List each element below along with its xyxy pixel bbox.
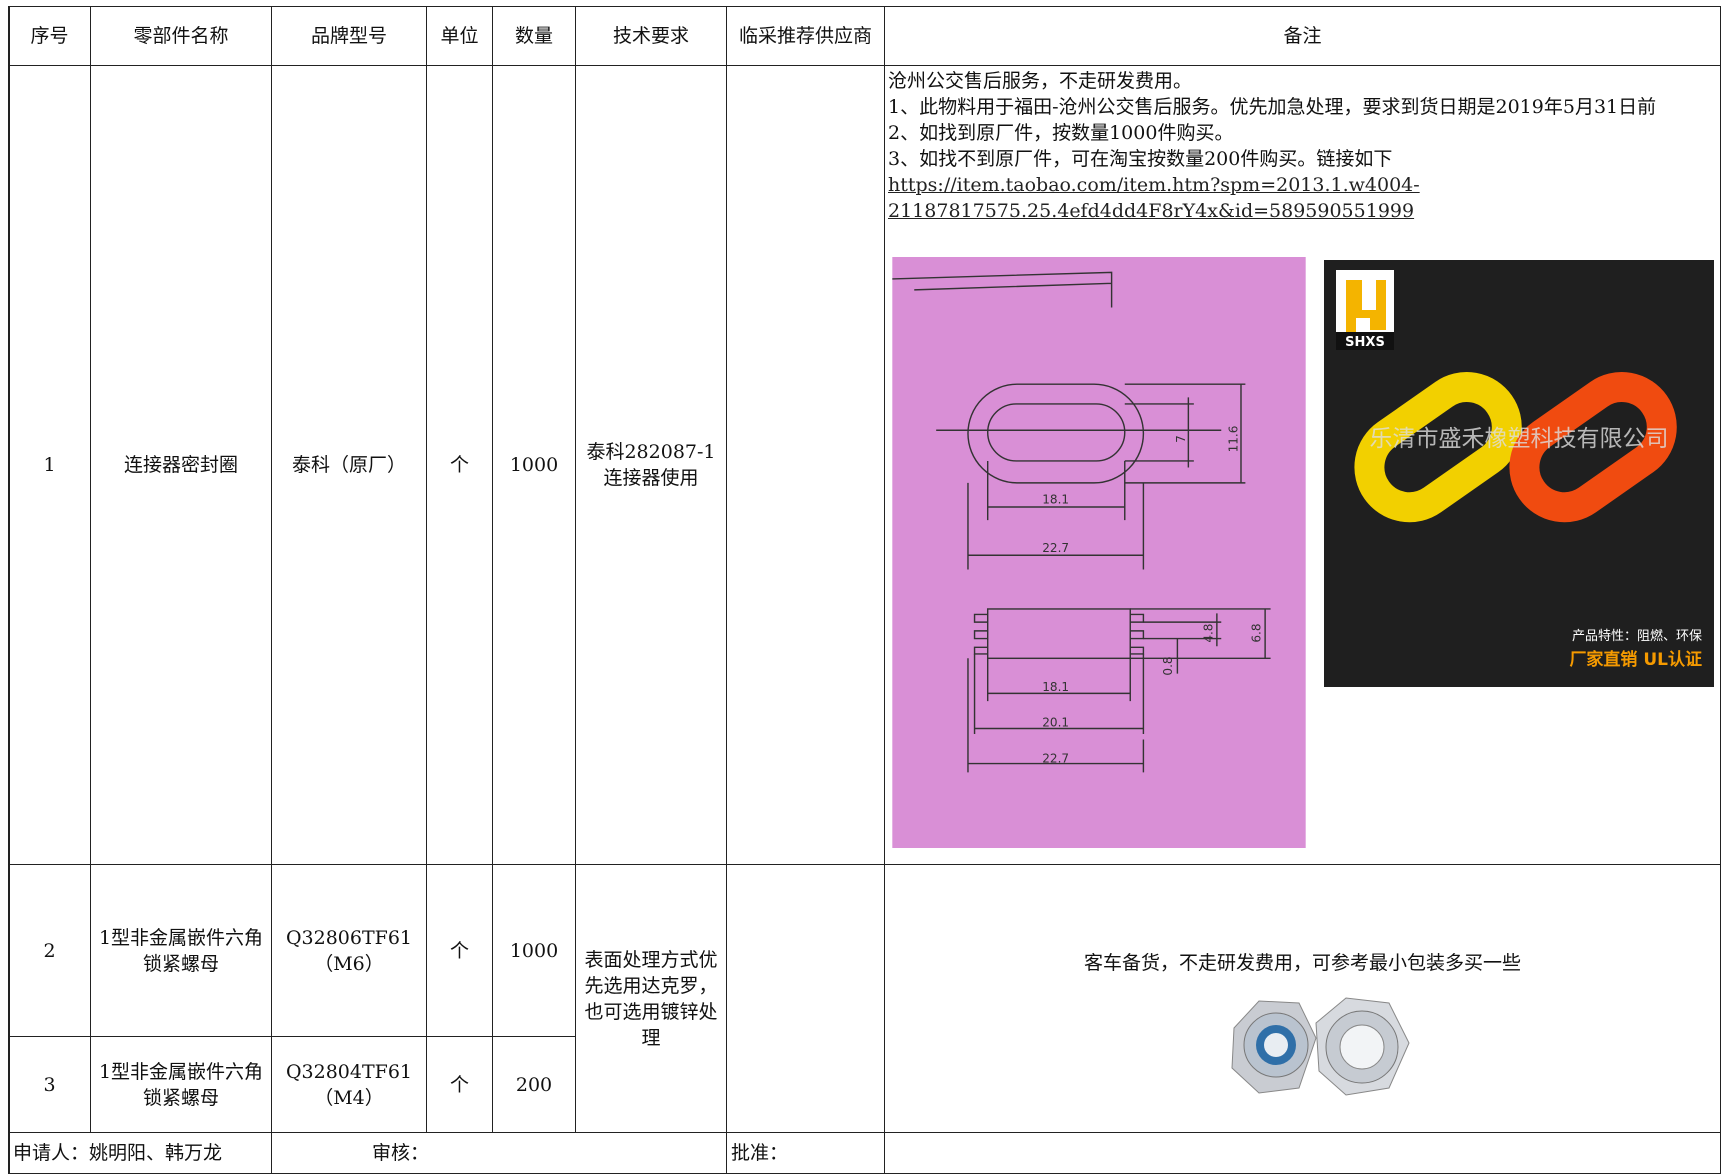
drawing-photo: 7 11.6 18.1 22.7 18.1 20.1 22.7 4.8 6.8 … [892, 257, 1306, 848]
cell-unit: 个 [427, 66, 493, 865]
header-cell: 临采推荐供应商 [727, 7, 885, 66]
footer-review: 审核： [272, 1133, 727, 1174]
cell-name: 连接器密封圈 [91, 66, 272, 865]
remark-line: 沧州公交售后服务，不走研发费用。 [888, 70, 1193, 92]
cell-name: 1型非金属嵌件六角锁紧螺母 [91, 1037, 272, 1133]
remark-line: 2、如找到原厂件，按数量1000件购买。 [888, 122, 1234, 144]
dimension: 6.8 [1250, 624, 1264, 643]
cell-qty: 1000 [493, 865, 576, 1037]
cell-tech: 表面处理方式优先选用达克罗，也可选用镀锌处理 [576, 865, 727, 1133]
cell-supplier [727, 66, 885, 865]
header-cell: 单位 [427, 7, 493, 66]
footer-blank [885, 1133, 1721, 1174]
cell-name: 1型非金属嵌件六角锁紧螺母 [91, 865, 272, 1037]
cell-unit: 个 [427, 865, 493, 1037]
dimension: 4.8 [1201, 624, 1215, 643]
cell-model: 泰科（原厂） [272, 66, 427, 865]
slogan-text: 厂家直销 UL认证 [1569, 649, 1702, 670]
cell-qty: 200 [493, 1037, 576, 1133]
feature-text: 产品特性：阻燃、环保 [1572, 628, 1702, 644]
header-cell: 技术要求 [576, 7, 727, 66]
product-photo: SHXS 乐清市盛禾橡塑科技有限公司 产品特性：阻燃、环保 厂家直销 UL认证 [1324, 260, 1714, 687]
header-cell: 品牌型号 [272, 7, 427, 66]
header-cell: 备注 [885, 7, 1721, 66]
watermark: 乐清市盛禾橡塑科技有限公司 [1370, 426, 1669, 452]
dimension: 18.1 [1042, 680, 1069, 694]
header-cell: 序号 [9, 7, 91, 66]
remark-line: 1、此物料用于福田-沧州公交售后服务。优先加急处理，要求到货日期是2019年5月… [888, 96, 1657, 118]
footer-approve: 批准： [727, 1133, 885, 1174]
remarks: 沧州公交售后服务，不走研发费用。 1、此物料用于福田-沧州公交售后服务。优先加急… [888, 68, 1718, 224]
cell-model: Q32804TF61（M4） [272, 1037, 427, 1133]
dimension: 20.1 [1042, 715, 1069, 729]
remark-line: 3、如找不到原厂件，可在淘宝按数量200件购买。链接如下 [888, 148, 1393, 170]
footer-applicant: 申请人：姚明阳、韩万龙 [9, 1133, 272, 1174]
header-cell: 零部件名称 [91, 7, 272, 66]
table-frame [8, 6, 1721, 1174]
dimension: 22.7 [1042, 541, 1069, 555]
header-cell: 数量 [493, 7, 576, 66]
cell-no: 2 [9, 865, 91, 1037]
dimension: 7 [1174, 435, 1188, 443]
logo-text: SHXS [1345, 335, 1385, 350]
cell-tech: 泰科282087-1连接器使用 [576, 66, 727, 865]
cell-qty: 1000 [493, 66, 576, 865]
remark-line: 客车备货，不走研发费用，可参考最小包装多买一些 [1083, 952, 1521, 974]
cell-no: 1 [9, 66, 91, 865]
link[interactable]: https://item.taobao.com/item.htm?spm=201… [888, 174, 1420, 222]
cell-unit: 个 [427, 1037, 493, 1133]
nuts-photo [1231, 997, 1410, 1096]
dimension: 22.7 [1042, 751, 1069, 765]
dimension: 0.8 [1161, 656, 1175, 675]
cell-model: Q32806TF61（M6） [272, 865, 427, 1037]
cell-no: 3 [9, 1037, 91, 1133]
dimension: 18.1 [1042, 493, 1069, 507]
dimension: 11.6 [1227, 426, 1241, 453]
cell-supplier [727, 865, 885, 1133]
